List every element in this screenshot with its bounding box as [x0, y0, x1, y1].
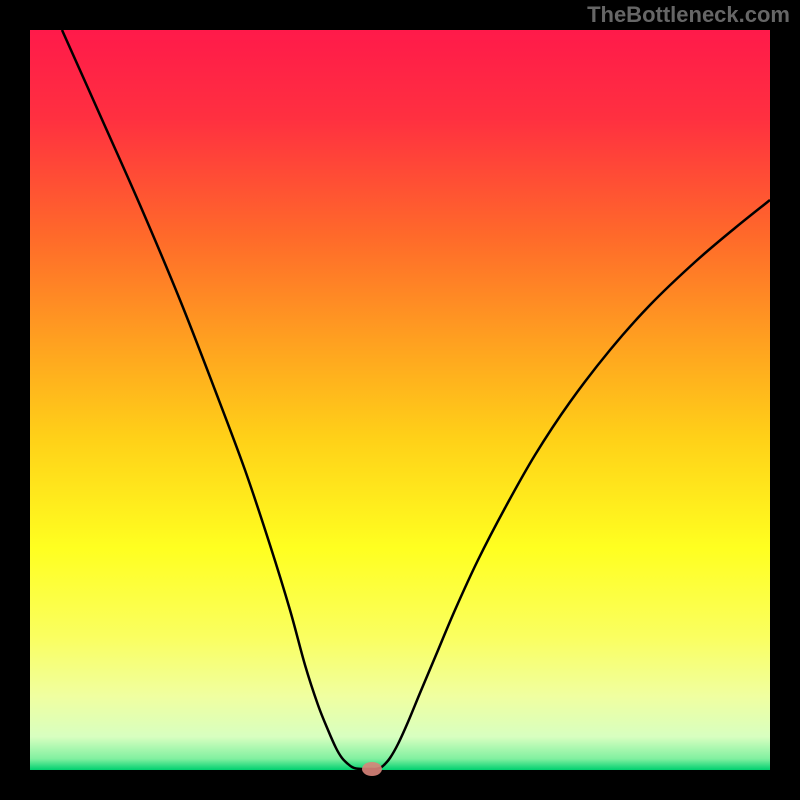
chart-container: TheBottleneck.com [0, 0, 800, 800]
optimum-marker [362, 762, 382, 776]
watermark-text: TheBottleneck.com [587, 2, 790, 28]
bottleneck-plot [0, 0, 800, 800]
gradient-background [30, 30, 770, 770]
